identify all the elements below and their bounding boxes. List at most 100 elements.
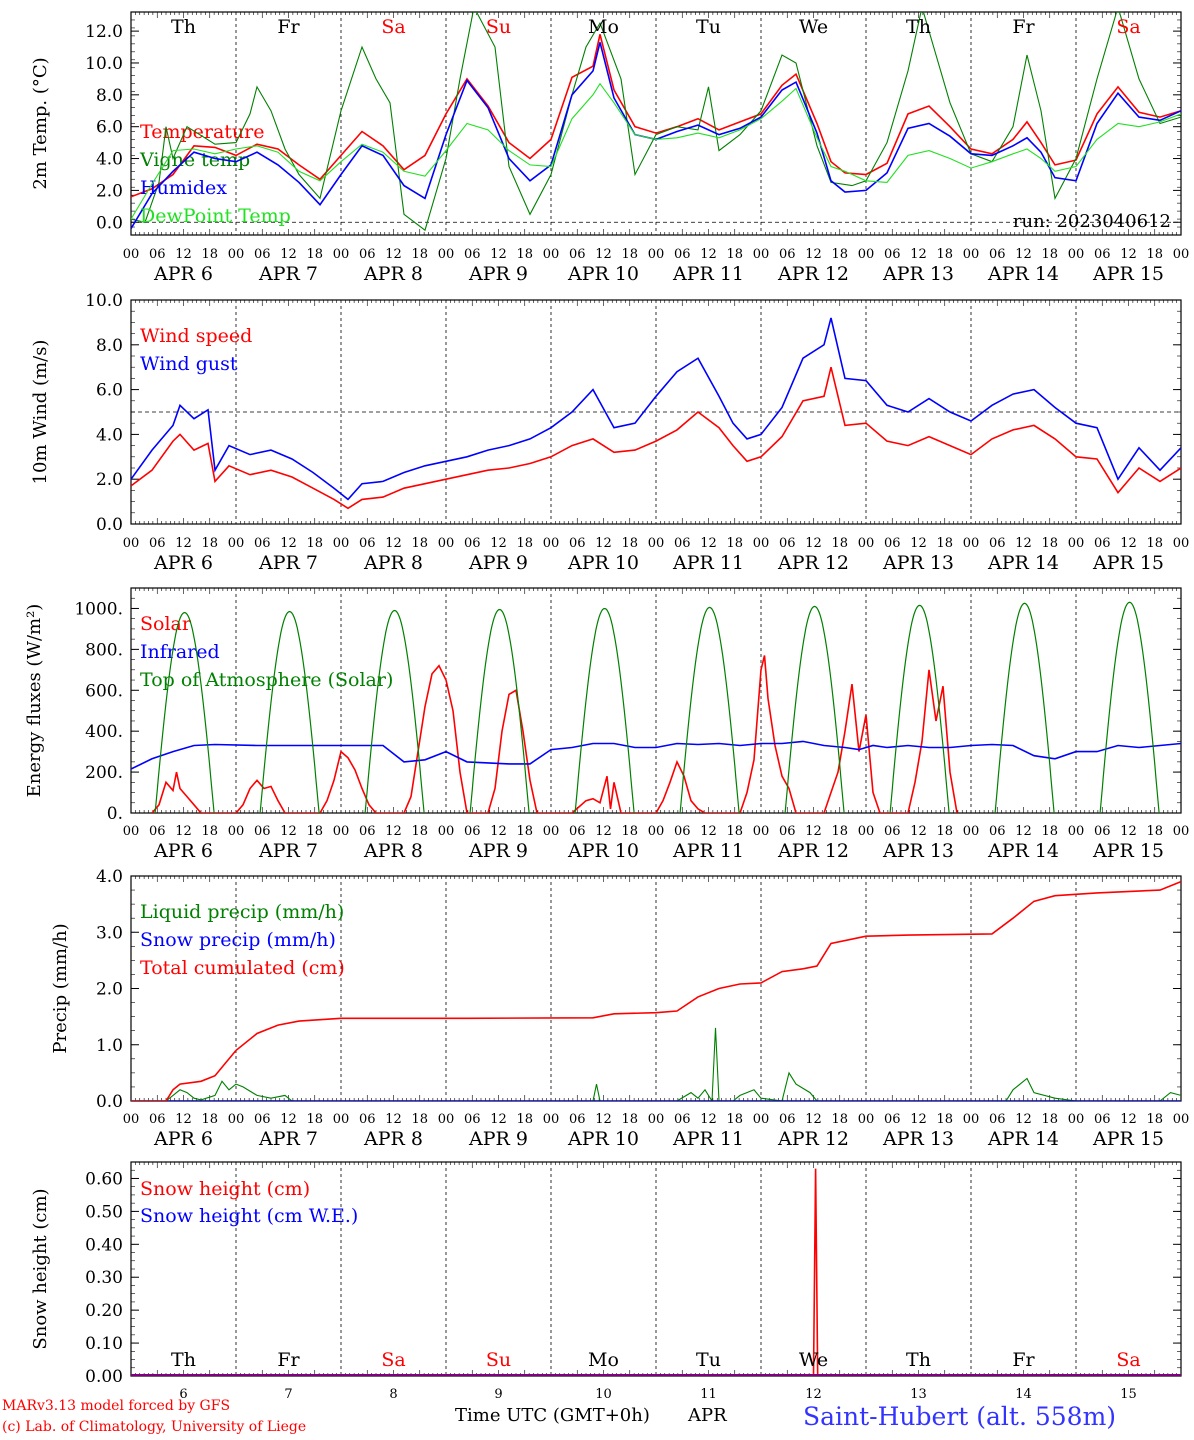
hour-tick-label: 18 [201,536,218,551]
hour-tick-label: 00 [333,536,350,551]
series-line-red [131,1168,1181,1376]
hour-tick-label: 18 [831,536,848,551]
date-label: APR 9 [468,552,528,574]
hour-tick-label: 06 [569,247,586,262]
weekday-label: Sa [381,1349,405,1371]
hour-tick-label: 06 [884,536,901,551]
date-label: APR 15 [1092,552,1164,574]
hour-tick-label: 00 [858,536,875,551]
hour-tick-label: 00 [753,247,770,262]
hour-tick-label: 06 [254,536,271,551]
hour-tick-label: 00 [1173,1112,1190,1127]
hour-tick-label: 18 [1146,1112,1163,1127]
weekday-label: Th [906,1349,931,1371]
hour-tick-label: 18 [411,536,428,551]
hour-tick-label: 12 [175,824,192,839]
hour-tick-label: 06 [674,247,691,262]
hour-tick-label: 06 [464,536,481,551]
hour-tick-label: 18 [516,1112,533,1127]
hour-tick-label: 12 [280,824,297,839]
legend-entry: Snow precip (mm/h) [140,929,336,951]
hour-tick-label: 18 [1041,536,1058,551]
y-axis-label: 10m Wind (m/s) [30,340,51,485]
hour-tick-label: 06 [464,247,481,262]
date-label: APR 14 [987,840,1059,862]
y-axis-label: Energy fluxes (W/m²) [24,604,45,798]
hour-tick-label: 18 [726,824,743,839]
hour-tick-label: 00 [123,824,140,839]
date-label: APR 10 [567,1128,639,1150]
hour-tick-label: 06 [989,1112,1006,1127]
hour-tick-label: 18 [201,824,218,839]
hour-tick-label: 00 [543,247,560,262]
hour-tick-label: 18 [411,247,428,262]
date-label: APR 8 [363,263,423,285]
plot-frame [130,587,1182,814]
date-label: APR 12 [777,1128,849,1150]
hour-tick-label: 00 [438,247,455,262]
day-number-label: 14 [1015,1387,1032,1402]
hour-tick-label: 18 [1041,247,1058,262]
date-label: APR 7 [258,552,318,574]
hour-tick-label: 00 [858,1112,875,1127]
hour-tick-label: 18 [1146,536,1163,551]
hour-tick-label: 18 [201,247,218,262]
hour-tick-label: 18 [516,536,533,551]
y-tick-label: 10.0 [85,291,123,311]
hour-tick-label: 06 [989,536,1006,551]
legend-entry: Wind speed [140,325,252,347]
hour-tick-label: 00 [858,824,875,839]
hour-tick-label: 12 [595,536,612,551]
hour-tick-label: 06 [779,536,796,551]
hour-tick-label: 12 [385,247,402,262]
weekday-label: Sa [381,16,405,38]
hour-tick-label: 00 [228,247,245,262]
date-label: APR 9 [468,840,528,862]
date-label: APR 14 [987,1128,1059,1150]
hour-tick-label: 06 [359,536,376,551]
hour-tick-label: 12 [1015,536,1032,551]
y-tick-label: 0.40 [85,1235,123,1255]
y-tick-label: 8.0 [96,336,123,356]
date-label: APR 13 [882,263,954,285]
hour-tick-label: 12 [700,247,717,262]
hour-tick-label: 18 [306,247,323,262]
series-line-blue [131,42,1181,230]
series-line-lightgreen [131,82,1181,220]
hour-tick-label: 12 [1120,1112,1137,1127]
weekday-label: Mo [588,1349,619,1371]
date-label: APR 7 [258,263,318,285]
date-label: APR 15 [1092,1128,1164,1150]
y-tick-label: 6.0 [96,118,123,138]
day-number-label: 10 [595,1387,612,1402]
legend-entry: DewPoint Temp [140,205,291,227]
day-number-label: 9 [494,1387,502,1402]
date-label: APR 10 [567,552,639,574]
month-label: APR [688,1405,727,1426]
series-line-red [131,34,1181,198]
hour-tick-label: 18 [831,247,848,262]
y-tick-label: 0.30 [85,1268,123,1288]
hour-tick-label: 12 [490,824,507,839]
hour-tick-label: 06 [569,1112,586,1127]
hour-tick-label: 00 [753,1112,770,1127]
hour-tick-label: 12 [490,1112,507,1127]
hour-tick-label: 06 [464,1112,481,1127]
hour-tick-label: 00 [438,536,455,551]
hour-tick-label: 18 [306,536,323,551]
hour-tick-label: 00 [963,536,980,551]
y-tick-label: 0. [107,804,123,824]
y-tick-label: 6.0 [96,381,123,401]
hour-tick-label: 00 [123,1112,140,1127]
date-label: APR 11 [672,263,744,285]
legend-entry: Vigne temp [139,149,250,171]
hour-tick-label: 18 [1041,1112,1058,1127]
day-number-label: 11 [700,1387,717,1402]
hour-tick-label: 06 [779,824,796,839]
weekday-label: Su [486,1349,511,1371]
hour-tick-label: 12 [805,824,822,839]
weekday-label: Tu [696,1349,721,1371]
hour-tick-label: 12 [1120,824,1137,839]
hour-tick-label: 18 [516,247,533,262]
